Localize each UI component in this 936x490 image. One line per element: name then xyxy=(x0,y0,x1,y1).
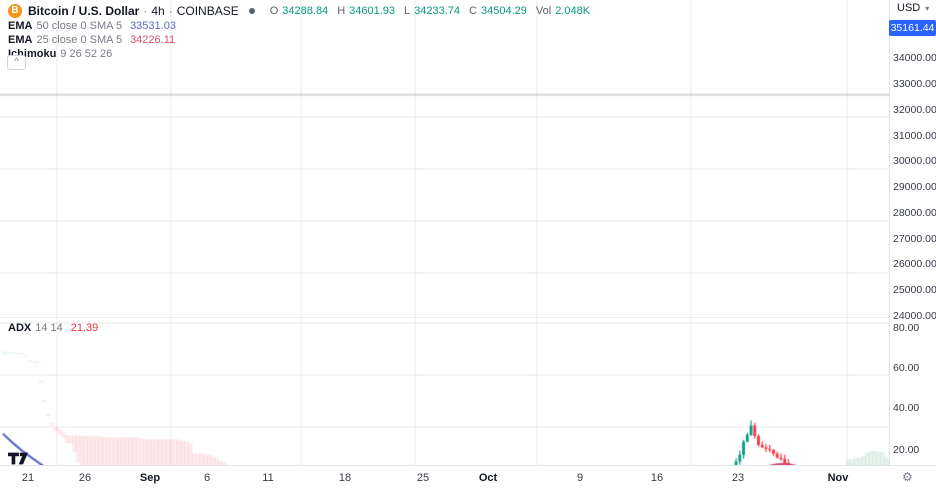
pane-divider[interactable] xyxy=(0,317,889,318)
time-tick-label: 23 xyxy=(731,472,745,484)
time-tick-label: Sep xyxy=(139,472,161,484)
price-tick-label: 30000.00 xyxy=(893,155,936,167)
price-tick-label: 33000.00 xyxy=(893,78,936,90)
adx-name: ADX xyxy=(8,322,32,334)
price-tick-label: 25000.00 xyxy=(893,284,936,296)
time-tick-label: 21 xyxy=(21,472,35,484)
tradingview-logo-icon[interactable] xyxy=(8,452,28,470)
gear-icon[interactable]: ⚙ xyxy=(902,470,913,484)
chevron-down-icon: ▾ xyxy=(925,3,930,13)
indicator-row-ichimoku[interactable]: Ichimoku 9 26 52 26 xyxy=(8,47,590,61)
volume-label: Vol xyxy=(535,4,552,17)
currency-selector[interactable]: USD ▾ xyxy=(897,2,929,14)
open-value: 34288.84 xyxy=(282,4,329,17)
symbol-row[interactable]: B Bitcoin / U.S. Dollar · 4h · COINBASE … xyxy=(8,2,590,19)
ichimoku-params: 9 26 52 26 xyxy=(60,48,113,60)
time-tick-label: 18 xyxy=(338,472,352,484)
low-label: L xyxy=(404,4,411,17)
interval-label[interactable]: 4h xyxy=(151,3,165,18)
price-tick-label: 34000.00 xyxy=(893,52,936,64)
price-tick-label: 31000.00 xyxy=(893,130,936,142)
time-tick-label: 26 xyxy=(78,472,92,484)
time-tick-label: 11 xyxy=(262,472,274,484)
ema50-params: 50 close 0 SMA 5 xyxy=(36,20,123,32)
collapse-toolbar-button[interactable]: ^ xyxy=(7,55,26,70)
time-tick-label: 9 xyxy=(576,472,584,484)
separator: · xyxy=(143,3,148,18)
price-tick-label: 24000.00 xyxy=(893,310,936,322)
ema50-name: EMA xyxy=(8,20,33,32)
indicator-row-adx[interactable]: ADX 14 14 21.39 xyxy=(8,322,98,334)
close-value: 34504.29 xyxy=(481,4,527,17)
close-label: C xyxy=(469,4,477,17)
high-value: 34601.93 xyxy=(349,4,396,17)
time-tick-label: 16 xyxy=(650,472,664,484)
indicator-row-ema50[interactable]: EMA 50 close 0 SMA 5 33531.03 xyxy=(8,19,590,33)
adx-tick-label: 80.00 xyxy=(893,322,920,334)
ema25-value: 34226.11 xyxy=(130,34,176,46)
current-price-tag: 35161.44 xyxy=(889,20,936,37)
price-tick-label: 26000.00 xyxy=(893,258,936,270)
indicator-row-ema25[interactable]: EMA 25 close 0 SMA 5 34226.11 xyxy=(8,33,590,47)
adx-tick-label: 60.00 xyxy=(893,362,920,374)
adx-tick-label: 20.00 xyxy=(893,444,920,456)
time-tick-label: Oct xyxy=(478,472,498,484)
adx-tick-label: 40.00 xyxy=(893,402,920,414)
volume-value: 2.048K xyxy=(555,4,591,17)
low-value: 34233.74 xyxy=(414,4,461,17)
currency-label: USD xyxy=(897,2,921,14)
price-tick-label: 28000.00 xyxy=(893,207,936,219)
market-status-icon[interactable] xyxy=(248,7,255,14)
symbol-title: Bitcoin / U.S. Dollar xyxy=(28,3,140,18)
price-tick-label: 27000.00 xyxy=(893,233,936,245)
ema25-name: EMA xyxy=(8,34,33,46)
time-axis[interactable]: 21 26 Sep 6 11 18 25 Oct 9 16 23 Nov xyxy=(0,465,936,490)
separator: · xyxy=(168,3,173,18)
time-tick-label: 6 xyxy=(203,472,211,484)
price-tick-label: 32000.00 xyxy=(893,104,936,116)
open-label: O xyxy=(269,4,279,17)
time-tick-label: 25 xyxy=(416,472,430,484)
price-tick-label: 29000.00 xyxy=(893,181,936,193)
ema25-params: 25 close 0 SMA 5 xyxy=(36,34,123,46)
bitcoin-icon: B xyxy=(8,3,22,18)
adx-value: 21.39 xyxy=(70,322,99,334)
exchange-label: COINBASE xyxy=(176,3,239,18)
price-scale[interactable] xyxy=(889,0,936,490)
ema50-value: 33531.03 xyxy=(130,20,176,32)
time-tick-label: Nov xyxy=(827,472,849,484)
chart-legend: B Bitcoin / U.S. Dollar · 4h · COINBASE … xyxy=(8,2,590,61)
high-label: H xyxy=(337,4,346,17)
adx-params: 14 14 xyxy=(35,322,63,334)
